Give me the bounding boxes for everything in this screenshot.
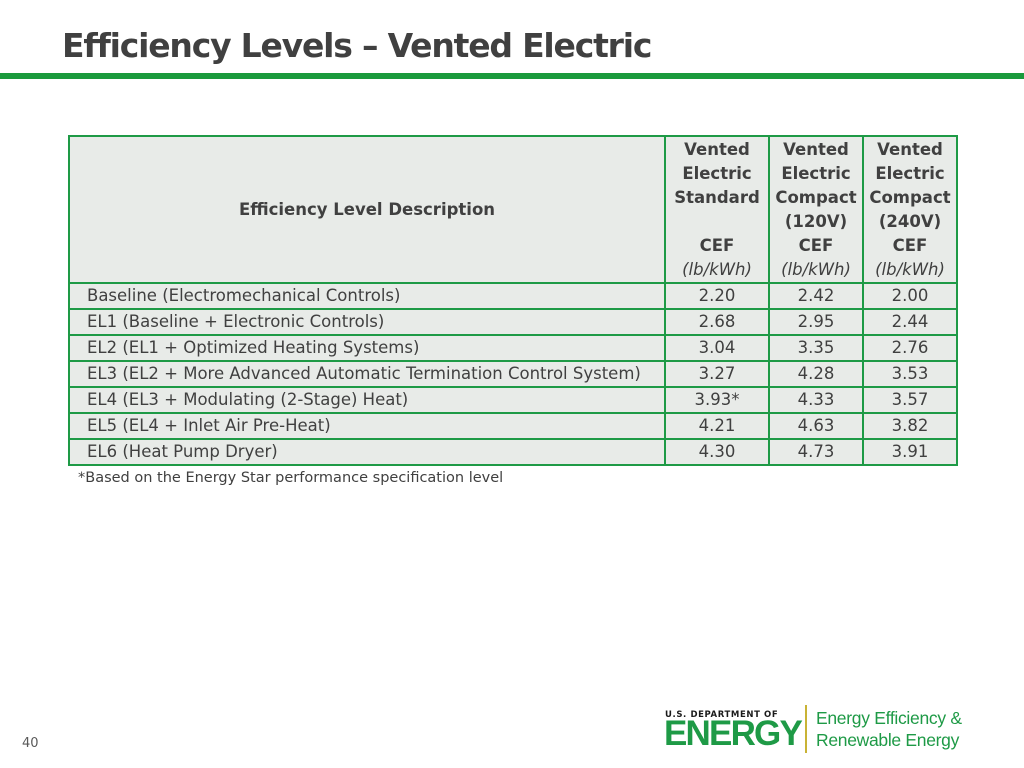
cell-compact-120v: 2.42 — [768, 282, 864, 310]
table-row: EL3 (EL2 + More Advanced Automatic Termi… — [68, 360, 958, 388]
page-number: 40 — [22, 736, 39, 751]
row-description: EL3 (EL2 + More Advanced Automatic Termi… — [68, 360, 666, 388]
column-header-line: Electric — [682, 164, 752, 183]
column-header-line: Compact — [775, 188, 857, 207]
footnote: *Based on the Energy Star performance sp… — [78, 470, 504, 486]
column-header-unit: (lb/kWh) — [781, 260, 851, 279]
cell-standard: 3.27 — [664, 360, 770, 388]
cell-compact-240v: 2.00 — [862, 282, 958, 310]
doe-eere-logo: U.S. DEPARTMENT OF ENERGY Energy Efficie… — [664, 705, 984, 755]
table-row: Baseline (Electromechanical Controls) 2.… — [68, 282, 958, 310]
row-description: EL6 (Heat Pump Dryer) — [68, 438, 666, 466]
table-row: EL1 (Baseline + Electronic Controls) 2.6… — [68, 308, 958, 336]
column-header-line: Vented — [783, 140, 849, 159]
logo-department-text: U.S. DEPARTMENT OF — [665, 710, 779, 720]
slide-title: Efficiency Levels – Vented Electric — [62, 26, 652, 65]
cell-compact-120v: 4.28 — [768, 360, 864, 388]
column-header-unit: (lb/kWh) — [682, 260, 752, 279]
logo-office-line: Energy Efficiency & — [816, 708, 962, 728]
efficiency-levels-table: Efficiency Level Description Vented Elec… — [68, 135, 958, 466]
cell-standard: 2.20 — [664, 282, 770, 310]
cell-standard: 3.93* — [664, 386, 770, 414]
cell-compact-240v: 3.82 — [862, 412, 958, 440]
row-description: EL1 (Baseline + Electronic Controls) — [68, 308, 666, 336]
cell-compact-120v: 2.95 — [768, 308, 864, 336]
cell-compact-240v: 2.44 — [862, 308, 958, 336]
cell-standard: 4.21 — [664, 412, 770, 440]
cell-compact-240v: 3.91 — [862, 438, 958, 466]
table-row: EL5 (EL4 + Inlet Air Pre-Heat) 4.21 4.63… — [68, 412, 958, 440]
column-header-metric: CEF — [798, 236, 834, 255]
logo-office-line: Renewable Energy — [816, 730, 960, 750]
logo-divider — [805, 705, 807, 753]
cell-compact-240v: 2.76 — [862, 334, 958, 362]
column-header-unit: (lb/kWh) — [875, 260, 945, 279]
column-header-metric: CEF — [699, 236, 735, 255]
description-header: Efficiency Level Description — [68, 135, 666, 284]
column-header-standard: Vented Electric Standard CEF (lb/kWh) — [664, 135, 770, 284]
cell-standard: 4.30 — [664, 438, 770, 466]
cell-standard: 2.68 — [664, 308, 770, 336]
column-header-line: Vented — [684, 140, 750, 159]
cell-compact-120v: 4.33 — [768, 386, 864, 414]
column-header-line: Vented — [877, 140, 943, 159]
title-underline — [0, 73, 1024, 79]
column-header-line: Compact — [869, 188, 951, 207]
table-row: EL2 (EL1 + Optimized Heating Systems) 3.… — [68, 334, 958, 362]
table-row: EL6 (Heat Pump Dryer) 4.30 4.73 3.91 — [68, 438, 958, 466]
column-header-metric: CEF — [892, 236, 928, 255]
column-header-line: Electric — [875, 164, 945, 183]
cell-compact-120v: 4.63 — [768, 412, 864, 440]
cell-standard: 3.04 — [664, 334, 770, 362]
row-description: EL2 (EL1 + Optimized Heating Systems) — [68, 334, 666, 362]
column-header-line: (240V) — [878, 212, 942, 231]
row-description: EL4 (EL3 + Modulating (2-Stage) Heat) — [68, 386, 666, 414]
logo-office-name: Energy Efficiency & Renewable Energy — [816, 707, 962, 751]
cell-compact-120v: 3.35 — [768, 334, 864, 362]
column-header-line: Standard — [674, 188, 760, 207]
cell-compact-120v: 4.73 — [768, 438, 864, 466]
table-row: EL4 (EL3 + Modulating (2-Stage) Heat) 3.… — [68, 386, 958, 414]
column-header-line — [666, 210, 768, 234]
column-header-line: (120V) — [784, 212, 848, 231]
cell-compact-240v: 3.53 — [862, 360, 958, 388]
column-header-compact-240v: Vented Electric Compact (240V) CEF (lb/k… — [862, 135, 958, 284]
row-description: EL5 (EL4 + Inlet Air Pre-Heat) — [68, 412, 666, 440]
row-description: Baseline (Electromechanical Controls) — [68, 282, 666, 310]
logo-energy-wordmark: ENERGY — [664, 714, 803, 753]
column-header-line: Electric — [781, 164, 851, 183]
cell-compact-240v: 3.57 — [862, 386, 958, 414]
column-header-compact-120v: Vented Electric Compact (120V) CEF (lb/k… — [768, 135, 864, 284]
table-header-row: Efficiency Level Description Vented Elec… — [68, 135, 958, 284]
